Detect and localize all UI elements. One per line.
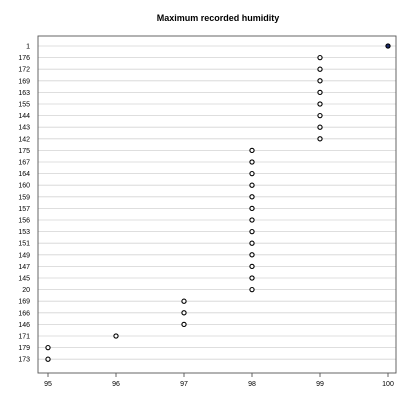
category-label: 163 bbox=[18, 90, 30, 97]
data-point bbox=[250, 230, 254, 234]
category-label: 169 bbox=[18, 299, 30, 306]
category-label: 169 bbox=[18, 78, 30, 85]
category-label: 179 bbox=[18, 345, 30, 352]
data-point bbox=[250, 276, 254, 280]
plot-frame bbox=[38, 36, 396, 373]
category-label: 160 bbox=[18, 183, 30, 190]
category-label: 171 bbox=[18, 334, 30, 341]
category-label: 145 bbox=[18, 276, 30, 283]
data-point bbox=[318, 137, 322, 141]
category-label: 142 bbox=[18, 136, 30, 143]
x-tick-label: 97 bbox=[180, 381, 188, 388]
category-label: 159 bbox=[18, 194, 30, 201]
data-point bbox=[318, 90, 322, 94]
category-label: 143 bbox=[18, 125, 30, 132]
data-point bbox=[250, 206, 254, 210]
data-point bbox=[318, 67, 322, 71]
x-axis-ticks: 95 96 97 98 99 100 bbox=[44, 373, 394, 388]
data-point bbox=[386, 44, 390, 48]
data-point bbox=[250, 148, 254, 152]
data-point bbox=[250, 172, 254, 176]
x-tick-label: 95 bbox=[44, 381, 52, 388]
x-tick-label: 100 bbox=[382, 381, 394, 388]
category-label: 166 bbox=[18, 310, 30, 317]
data-point bbox=[250, 195, 254, 199]
category-label: 144 bbox=[18, 113, 30, 120]
data-point bbox=[318, 125, 322, 129]
data-point bbox=[182, 322, 186, 326]
grid-lines bbox=[38, 46, 396, 359]
chart-title: Maximum recorded humidity bbox=[157, 13, 280, 23]
data-point bbox=[318, 102, 322, 106]
category-label: 175 bbox=[18, 148, 30, 155]
data-point bbox=[250, 241, 254, 245]
data-point bbox=[46, 346, 50, 350]
data-point bbox=[250, 160, 254, 164]
category-label: 153 bbox=[18, 229, 30, 236]
category-label: 156 bbox=[18, 218, 30, 225]
data-point bbox=[318, 56, 322, 60]
data-point bbox=[182, 299, 186, 303]
category-label: 1 bbox=[26, 44, 30, 51]
data-point bbox=[250, 183, 254, 187]
category-label: 147 bbox=[18, 264, 30, 271]
category-label: 155 bbox=[18, 102, 30, 109]
x-tick-label: 96 bbox=[112, 381, 120, 388]
category-label: 173 bbox=[18, 357, 30, 364]
category-label: 149 bbox=[18, 252, 30, 259]
category-label: 164 bbox=[18, 171, 30, 178]
data-point bbox=[318, 114, 322, 118]
data-point bbox=[318, 79, 322, 83]
x-tick-label: 98 bbox=[248, 381, 256, 388]
category-label: 157 bbox=[18, 206, 30, 213]
category-label: 176 bbox=[18, 55, 30, 62]
data-point bbox=[182, 311, 186, 315]
x-tick-label: 99 bbox=[316, 381, 324, 388]
data-point bbox=[250, 264, 254, 268]
data-points bbox=[46, 44, 390, 361]
data-point bbox=[250, 288, 254, 292]
category-label: 146 bbox=[18, 322, 30, 329]
data-point bbox=[250, 253, 254, 257]
category-label: 20 bbox=[22, 287, 30, 294]
category-label: 172 bbox=[18, 67, 30, 74]
data-point bbox=[46, 357, 50, 361]
data-point bbox=[114, 334, 118, 338]
category-labels: 1 176 172 169 163 155 144 143 142 175 167 164 160 159… bbox=[18, 44, 30, 364]
category-label: 151 bbox=[18, 241, 30, 248]
data-point bbox=[250, 218, 254, 222]
category-label: 167 bbox=[18, 160, 30, 167]
